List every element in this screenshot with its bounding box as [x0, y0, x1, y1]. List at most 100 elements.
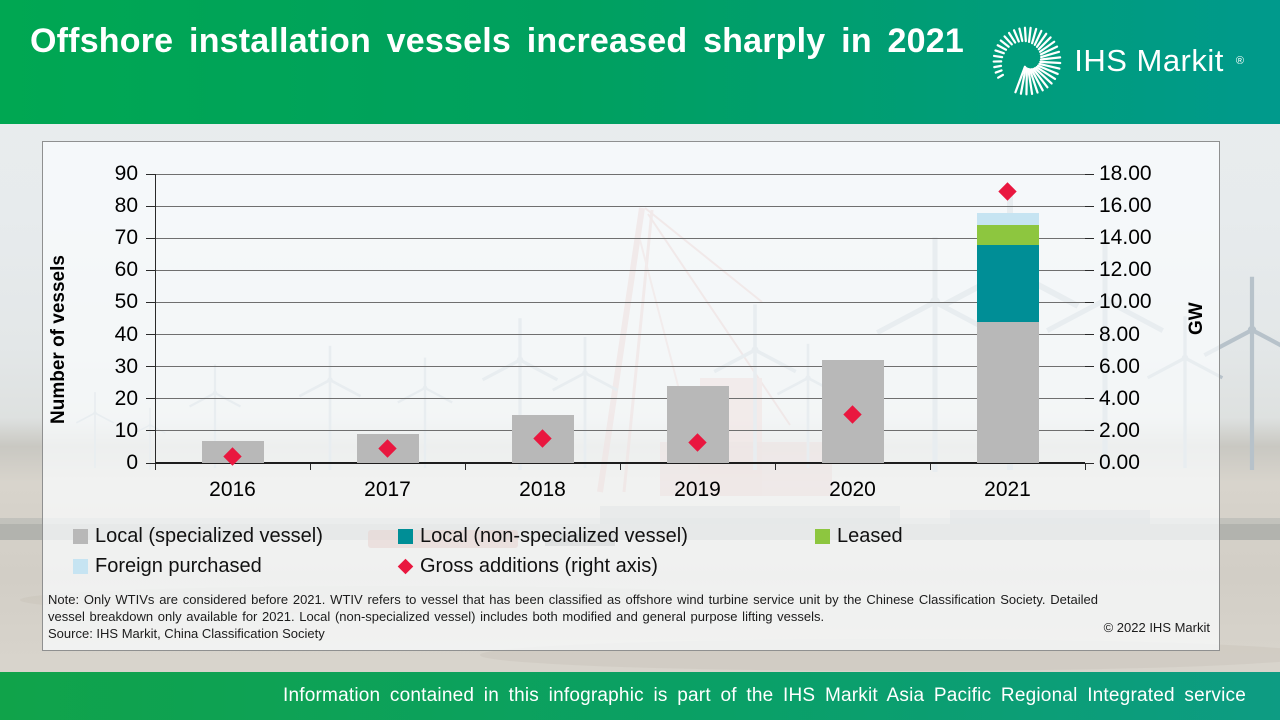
note-text: Note: Only WTIVs are considered before 2…	[48, 592, 1098, 624]
y-axis-label-left: 60	[114, 258, 138, 282]
header-banner: Offshore installation vessels increased …	[0, 0, 1280, 124]
chart-notes: Note: Only WTIVs are considered before 2…	[48, 591, 1098, 642]
x-axis-tick	[929, 463, 931, 470]
y-axis-label-left: 10	[114, 418, 138, 442]
right-axis-tick	[1085, 269, 1094, 271]
y-axis-label-left: 20	[114, 386, 138, 410]
bar-segment-local-non-specialized-vessel	[976, 244, 1039, 322]
copyright-text: © 2022 IHS Markit	[1103, 620, 1210, 635]
x-axis-tick	[464, 463, 466, 470]
gridline	[155, 205, 1085, 207]
right-axis-tick	[1085, 462, 1094, 464]
legend-label: Foreign purchased	[95, 555, 262, 577]
left-axis-tick	[146, 366, 155, 368]
bar-segment-foreign-purchased	[976, 212, 1039, 226]
y-axis-line	[155, 174, 156, 463]
y-axis-label-left: 40	[114, 322, 138, 346]
left-axis-tick	[146, 334, 155, 336]
y-axis-label-right: 0.00	[1099, 451, 1140, 474]
legend-square-marker	[398, 529, 413, 544]
y-axis-label-right: 18.00	[1099, 162, 1152, 185]
x-axis-tick	[774, 463, 776, 470]
y-axis-label-right: 4.00	[1099, 386, 1140, 410]
right-axis-tick	[1085, 237, 1094, 239]
legend-item: Foreign purchased	[73, 555, 262, 578]
gridline	[155, 430, 1085, 432]
page-title: Offshore installation vessels increased …	[30, 22, 964, 60]
x-axis-label: 2019	[674, 478, 721, 501]
legend-square-marker	[73, 559, 88, 574]
right-axis-tick	[1085, 366, 1094, 368]
gross-additions-marker	[998, 182, 1017, 201]
gridline	[155, 334, 1085, 336]
x-axis-tick	[619, 463, 621, 470]
legend-item: Local (specialized vessel)	[73, 525, 323, 548]
legend-label: Gross additions (right axis)	[420, 555, 658, 577]
y-axis-label-right: 6.00	[1099, 354, 1140, 378]
right-axis-tick	[1085, 173, 1094, 175]
gridline	[155, 366, 1085, 368]
legend-square-marker	[73, 529, 88, 544]
right-axis-title: GW	[1186, 302, 1207, 335]
legend-label: Local (non-specialized vessel)	[420, 525, 688, 547]
x-axis-tick	[154, 463, 156, 470]
y-axis-label-right: 8.00	[1099, 322, 1140, 346]
y-axis-label-left: 70	[114, 226, 138, 250]
bar-segment-local-specialized-vessel	[976, 321, 1039, 463]
x-axis-line	[155, 462, 1085, 464]
y-axis-label-right: 10.00	[1099, 290, 1152, 314]
x-axis-tick	[309, 463, 311, 470]
left-axis-tick	[146, 237, 155, 239]
x-axis-label: 2018	[519, 478, 566, 501]
left-axis-tick	[146, 205, 155, 207]
bar-segment-leased	[976, 225, 1039, 245]
left-axis-tick	[146, 398, 155, 400]
y-axis-label-right: 12.00	[1099, 258, 1152, 282]
gridline	[155, 173, 1085, 175]
legend-item: Leased	[815, 525, 903, 548]
left-axis-tick	[146, 173, 155, 175]
right-axis-tick	[1085, 334, 1094, 336]
y-axis-label-left: 0	[126, 451, 138, 474]
gridline	[155, 398, 1085, 400]
legend-square-marker	[815, 529, 830, 544]
gridline	[155, 301, 1085, 303]
y-axis-label-right: 14.00	[1099, 226, 1152, 250]
left-axis-title: Number of vessels	[48, 255, 69, 425]
legend-item: Local (non-specialized vessel)	[398, 525, 688, 548]
y-axis-label-left: 50	[114, 290, 138, 314]
right-axis-tick	[1085, 398, 1094, 400]
x-axis-label: 2020	[829, 478, 876, 501]
x-axis-label: 2017	[364, 478, 411, 501]
left-axis-tick	[146, 430, 155, 432]
right-axis-tick	[1085, 301, 1094, 303]
left-axis-tick	[146, 301, 155, 303]
x-axis-label: 2016	[209, 478, 256, 501]
ihs-markit-logo: IHS Markit ®	[990, 24, 1244, 98]
legend-diamond-marker	[397, 558, 414, 575]
legend-item: Gross additions (right axis)	[397, 555, 658, 578]
footer-banner: Information contained in this infographi…	[0, 672, 1280, 720]
source-text: Source: IHS Markit, China Classification…	[48, 626, 325, 641]
registered-trademark-symbol: ®	[1235, 55, 1244, 67]
right-axis-tick	[1085, 430, 1094, 432]
left-axis-tick	[146, 269, 155, 271]
legend-label: Leased	[837, 525, 903, 547]
right-axis-tick	[1085, 205, 1094, 207]
y-axis-label-right: 16.00	[1099, 194, 1152, 218]
y-axis-label-left: 30	[114, 354, 138, 378]
left-axis-tick	[146, 462, 155, 464]
ihs-markit-sunburst-icon	[992, 26, 1062, 96]
footer-text: Information contained in this infographi…	[283, 685, 1246, 706]
y-axis-label-left: 90	[114, 162, 138, 185]
y-axis-label-left: 80	[114, 194, 138, 218]
ihs-markit-logo-text: IHS Markit	[1074, 43, 1224, 78]
legend-label: Local (specialized vessel)	[95, 525, 323, 547]
gridline	[155, 237, 1085, 239]
x-axis-tick	[1084, 463, 1086, 470]
x-axis-label: 2021	[984, 478, 1031, 501]
gridline	[155, 269, 1085, 271]
y-axis-label-right: 2.00	[1099, 418, 1140, 442]
